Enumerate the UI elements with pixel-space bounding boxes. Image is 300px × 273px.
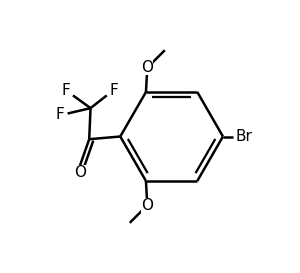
Text: O: O <box>74 165 86 180</box>
Text: O: O <box>141 60 153 75</box>
Text: Br: Br <box>235 129 252 144</box>
Text: F: F <box>55 107 64 122</box>
Text: F: F <box>62 83 70 98</box>
Text: F: F <box>109 83 118 98</box>
Text: O: O <box>141 198 153 213</box>
